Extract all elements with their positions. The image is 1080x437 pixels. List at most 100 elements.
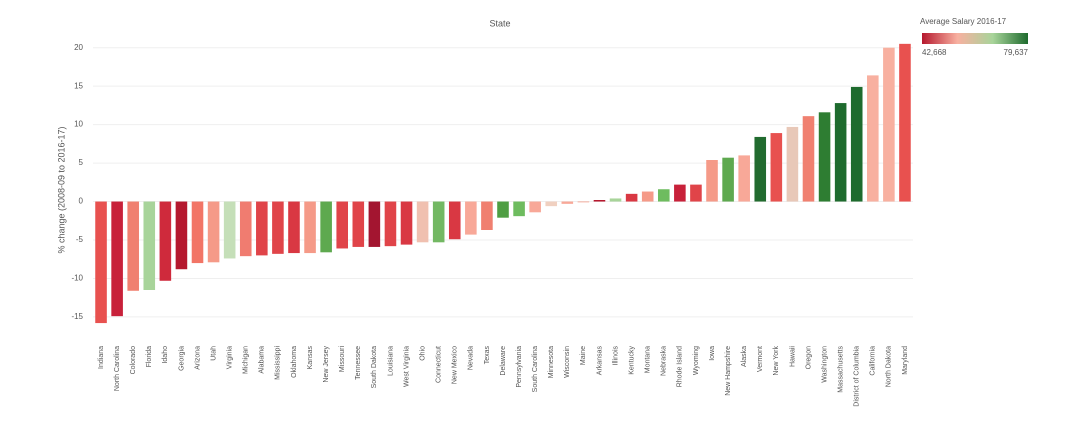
bar: [802, 116, 815, 202]
bar: [432, 201, 445, 243]
bar: [754, 136, 767, 202]
x-tick-label: Colorado: [130, 346, 137, 375]
x-tick-label: West Virginia: [403, 346, 410, 387]
y-tick-label: -10: [71, 274, 83, 283]
x-tick-label: Nebraska: [661, 346, 668, 376]
bar: [674, 184, 686, 202]
bar: [368, 201, 381, 247]
bar: [320, 201, 332, 253]
bar: [336, 201, 349, 249]
bar: [529, 201, 541, 213]
y-tick-label: 5: [79, 158, 84, 167]
x-tick-label: Oregon: [805, 346, 812, 369]
x-tick-label: Virginia: [227, 346, 234, 369]
legend-title: Average Salary 2016-17: [920, 17, 1007, 26]
bar: [657, 189, 670, 202]
bar: [304, 201, 316, 254]
x-tick-label: Texas: [484, 346, 491, 365]
bar: [288, 201, 300, 254]
x-tick-label: Indiana: [98, 346, 105, 369]
bar: [448, 201, 461, 240]
x-tick-label: New Jersey: [323, 346, 330, 383]
bar: [481, 201, 493, 230]
bar: [127, 201, 139, 291]
x-tick-label: Rhode Island: [677, 346, 684, 387]
x-tick-label: Mississippi: [275, 346, 282, 380]
bar: [722, 157, 734, 202]
x-tick-label: Illinois: [612, 346, 619, 366]
bar: [256, 201, 268, 256]
x-tick-label: Utah: [210, 346, 217, 361]
x-tick-label: Vermont: [757, 346, 764, 372]
bar: [159, 201, 172, 281]
x-tick-label: Tennessee: [355, 346, 362, 380]
bar: [513, 201, 525, 217]
legend-max: 79,637: [1004, 48, 1029, 57]
legend-bar: [922, 33, 1028, 44]
y-tick-label: 20: [74, 43, 83, 52]
bar: [625, 193, 638, 202]
x-tick-label: District of Columbia: [854, 346, 861, 407]
bar: [111, 201, 123, 317]
x-tick-label: Pennsylvania: [516, 346, 523, 388]
bar: [191, 201, 204, 264]
x-tick-label: Alabama: [259, 346, 266, 374]
x-tick-label: Idaho: [162, 346, 169, 364]
x-tick-label: Maryland: [902, 346, 909, 375]
y-tick-label: 15: [74, 81, 83, 90]
chart-title: State: [489, 18, 510, 28]
bar: [465, 201, 477, 235]
bar: [416, 201, 429, 243]
bar: [272, 201, 284, 254]
x-tick-label: South Dakota: [371, 346, 378, 389]
x-tick-label: Montana: [645, 346, 652, 373]
bar: [818, 112, 831, 202]
bar: [867, 75, 879, 202]
x-tick-label: North Dakota: [886, 346, 893, 387]
y-tick-label: 10: [74, 120, 83, 129]
x-tick-label: Kentucky: [628, 346, 635, 375]
x-tick-label: Minnesota: [548, 346, 555, 378]
bar: [561, 201, 574, 204]
legend-min: 42,668: [922, 48, 947, 57]
bar: [641, 191, 654, 202]
bar: [352, 201, 365, 247]
x-tick-label: New Hampshire: [725, 346, 732, 396]
bar: [609, 198, 622, 202]
x-tick-label: South Carolina: [532, 346, 539, 392]
y-tick-label: -15: [71, 312, 83, 321]
x-tick-label: Georgia: [178, 346, 185, 371]
x-tick-label: Hawaii: [789, 346, 796, 367]
bar: [143, 201, 156, 290]
x-tick-label: Connecticut: [436, 346, 443, 383]
bar: [690, 184, 702, 202]
bar: [95, 201, 107, 324]
bar: [706, 160, 718, 202]
x-tick-label: Michigan: [243, 346, 250, 374]
bar: [223, 201, 236, 259]
x-tick-label: Missouri: [339, 346, 346, 373]
x-tick-label: Maine: [580, 346, 587, 365]
bar: [239, 201, 252, 257]
bar: [577, 201, 590, 203]
bar: [770, 133, 783, 202]
x-tick-label: Kansas: [307, 346, 314, 370]
x-tick-label: Oklahoma: [291, 346, 298, 378]
x-tick-label: Iowa: [709, 346, 716, 361]
x-tick-label: Wyoming: [693, 346, 700, 375]
bar: [738, 155, 750, 202]
x-tick-label: New York: [773, 346, 780, 376]
bar: [497, 201, 509, 218]
bar: [786, 126, 799, 202]
bar: [384, 201, 397, 247]
bar: [593, 200, 606, 202]
x-tick-label: Alaska: [741, 346, 748, 367]
x-tick-label: Arizona: [194, 346, 201, 370]
bar: [834, 103, 847, 202]
y-axis-title: % change (2008-09 to 2016-17): [56, 126, 66, 253]
x-tick-label: Arkansas: [596, 346, 603, 376]
x-tick-label: North Carolina: [114, 346, 121, 391]
x-tick-label: Washington: [821, 346, 828, 383]
bar: [883, 47, 895, 202]
